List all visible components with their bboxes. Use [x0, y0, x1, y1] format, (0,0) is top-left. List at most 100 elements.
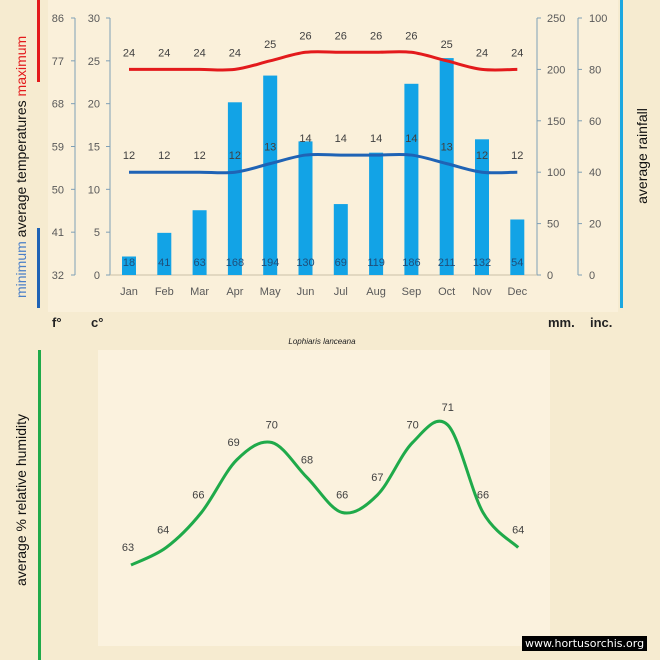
humidity-line: [130, 419, 520, 567]
celsius-tick-label: 30: [88, 13, 100, 25]
humidity-label: 67: [371, 472, 383, 484]
rainfall-label: 41: [158, 257, 170, 269]
max-temp-label: 24: [229, 47, 241, 59]
max-temp-label: 24: [476, 47, 488, 59]
min-temp-label: 14: [370, 133, 382, 145]
max-temp-label: 25: [264, 39, 276, 51]
mm-tick-label: 200: [547, 64, 565, 76]
min-temp-label: 12: [476, 150, 488, 162]
month-label: Dec: [508, 286, 528, 298]
humidity-label: 71: [442, 402, 454, 414]
fahrenheit-tick-label: 41: [52, 227, 64, 239]
humidity-label: 66: [477, 490, 489, 502]
celsius-tick-label: 5: [94, 227, 100, 239]
rainfall-bar: [298, 141, 313, 275]
month-label: Oct: [438, 286, 455, 298]
inches-tick-label: 0: [589, 270, 595, 282]
humidity-label: 63: [122, 542, 134, 554]
month-label: Jan: [120, 286, 138, 298]
celsius-tick-label: 10: [88, 184, 100, 196]
mm-tick-label: 0: [547, 270, 553, 282]
humidity-indicator-bar: [38, 350, 41, 660]
rainfall-bar: [510, 219, 525, 275]
rainfall-label: 211: [438, 257, 456, 269]
rainfall-bar: [404, 83, 419, 276]
min-temp-label: 12: [123, 150, 135, 162]
mm-tick-label: 150: [547, 116, 565, 128]
rainfall-bar: [439, 58, 454, 276]
mm-unit: mm.: [548, 315, 575, 330]
inches-tick-label: 100: [589, 13, 607, 25]
min-temp-label: 13: [441, 142, 453, 154]
rainfall-bar: [227, 102, 242, 276]
humidity-label: 70: [266, 420, 278, 432]
mm-tick-label: 250: [547, 13, 565, 25]
label-middle: average temperatures: [13, 100, 29, 241]
rainfall-label: 54: [511, 257, 523, 269]
month-label: Aug: [366, 286, 386, 298]
inches-tick-label: 20: [589, 219, 601, 231]
fahrenheit-tick-label: 68: [52, 99, 64, 111]
inches-tick-label: 60: [589, 116, 601, 128]
humidity-label: 66: [192, 490, 204, 502]
rainfall-label: 18: [123, 257, 135, 269]
rainfall-label: 119: [367, 257, 385, 269]
inches-tick-label: 80: [589, 64, 601, 76]
min-temp-line: [129, 152, 518, 175]
min-temp-label: 14: [299, 133, 311, 145]
min-temp-label: 12: [511, 150, 523, 162]
fahrenheit-tick-label: 77: [52, 56, 64, 68]
rainfall-axis-title: average rainfall: [634, 108, 650, 204]
inches-unit: inc.: [590, 315, 612, 330]
min-temp-label: 14: [405, 133, 417, 145]
month-label: Sep: [402, 286, 422, 298]
fahrenheit-tick-label: 86: [52, 13, 64, 25]
celsius-tick-label: 25: [88, 56, 100, 68]
rainfall-bar: [333, 204, 348, 275]
min-indicator-bar: [37, 228, 40, 308]
humidity-label: 68: [301, 455, 313, 467]
celsius-tick-label: 15: [88, 142, 100, 154]
min-temp-label: 13: [264, 142, 276, 154]
celsius-unit: c°: [91, 315, 103, 330]
mm-tick-label: 100: [547, 167, 565, 179]
humidity-label: 70: [406, 420, 418, 432]
rainfall-label: 69: [335, 257, 347, 269]
fahrenheit-tick-label: 59: [52, 142, 64, 154]
rainfall-label: 63: [193, 257, 205, 269]
label-minimum: minimum: [13, 241, 29, 298]
rainfall-bar: [263, 75, 278, 276]
fahrenheit-unit: f°: [52, 315, 62, 330]
rainfall-label: 194: [261, 257, 279, 269]
month-label: Mar: [190, 286, 209, 298]
temperature-axis-title: minimum average temperatures maximum: [13, 36, 29, 298]
max-temp-label: 26: [299, 30, 311, 42]
min-temp-label: 12: [158, 150, 170, 162]
rainfall-label: 186: [402, 257, 420, 269]
min-temp-label: 12: [229, 150, 241, 162]
min-temp-label: 12: [193, 150, 205, 162]
month-label: Jul: [334, 286, 348, 298]
max-indicator-bar: [37, 0, 40, 82]
max-temp-line: [129, 50, 518, 72]
max-temp-label: 25: [441, 39, 453, 51]
month-label: Nov: [472, 286, 492, 298]
inches-tick-label: 40: [589, 167, 601, 179]
humidity-label: 69: [227, 437, 239, 449]
month-label: Jun: [297, 286, 315, 298]
fahrenheit-tick-label: 50: [52, 184, 64, 196]
rainfall-label: 168: [226, 257, 244, 269]
species-title: Lophiaris lanceana: [288, 337, 356, 346]
fahrenheit-tick-label: 32: [52, 270, 64, 282]
max-temp-label: 24: [193, 47, 205, 59]
max-temp-label: 26: [335, 30, 347, 42]
celsius-tick-label: 20: [88, 99, 100, 111]
month-label: Apr: [226, 286, 243, 298]
max-temp-label: 24: [158, 47, 170, 59]
max-temp-label: 24: [123, 47, 135, 59]
rainfall-bar: [369, 152, 384, 275]
rainfall-label: 130: [296, 257, 314, 269]
rainfall-indicator-bar: [620, 0, 623, 308]
celsius-tick-label: 0: [94, 270, 100, 282]
